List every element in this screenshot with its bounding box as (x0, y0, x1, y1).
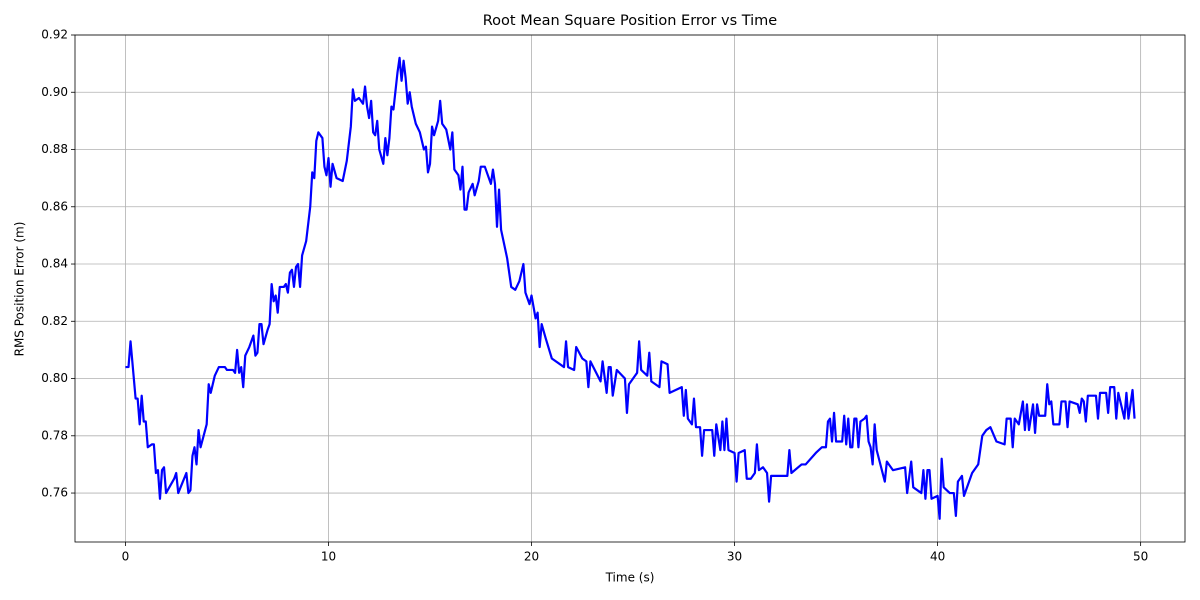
x-axis-label: Time (s) (605, 571, 655, 585)
y-tick-label: 0.86 (41, 199, 68, 213)
y-tick-label: 0.84 (41, 257, 68, 271)
x-tick-label: 10 (321, 550, 336, 564)
x-tick-label: 30 (727, 550, 742, 564)
y-tick-label: 0.92 (41, 28, 68, 42)
x-tick-label: 50 (1133, 550, 1148, 564)
chart-title: Root Mean Square Position Error vs Time (483, 13, 778, 29)
y-tick-label: 0.82 (41, 314, 68, 328)
y-tick-label: 0.88 (41, 142, 68, 156)
y-tick-label: 0.90 (41, 85, 68, 99)
x-tick-label: 20 (524, 550, 539, 564)
y-tick-label: 0.80 (41, 371, 68, 385)
y-axis-label: RMS Position Error (m) (13, 222, 27, 357)
x-tick-label: 40 (930, 550, 945, 564)
data-line (125, 56, 1136, 520)
y-tick-label: 0.78 (41, 428, 68, 442)
x-tick-label: 0 (122, 550, 130, 564)
plot-frame (74, 34, 1186, 543)
y-tick-label: 0.76 (41, 486, 68, 500)
